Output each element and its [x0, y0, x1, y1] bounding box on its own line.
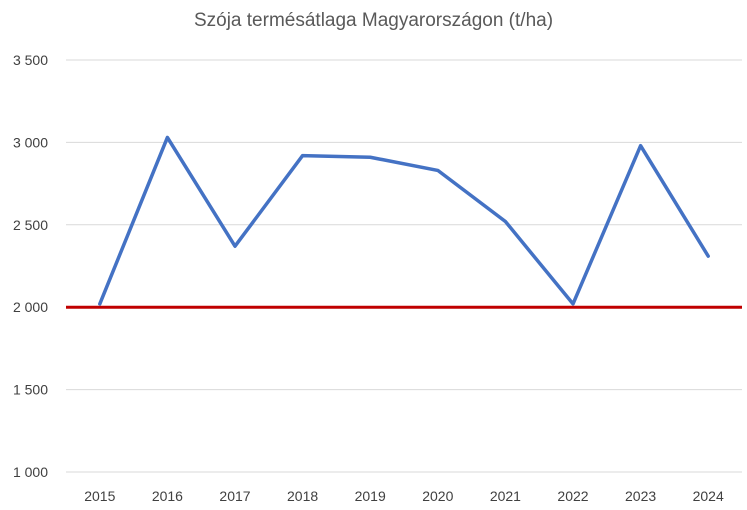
y-tick-label: 1 500	[13, 382, 48, 398]
chart-title: Szója termésátlaga Magyarországon (t/ha)	[193, 10, 554, 31]
y-tick-label: 1 000	[13, 464, 48, 480]
x-tick-label: 2020	[422, 488, 453, 504]
x-tick-label: 2015	[84, 488, 115, 504]
y-tick-label: 3 000	[13, 134, 48, 150]
y-tick-label: 3 500	[13, 52, 48, 68]
y-tick-label: 2 000	[13, 299, 48, 315]
x-tick-label: 2016	[152, 488, 183, 504]
y-tick-label: 2 500	[13, 217, 48, 233]
x-tick-label: 2021	[490, 488, 521, 504]
x-tick-label: 2023	[625, 488, 656, 504]
x-tick-label: 2024	[693, 488, 724, 504]
x-tick-label: 2017	[219, 488, 250, 504]
x-tick-label: 2018	[287, 488, 318, 504]
x-tick-label: 2022	[557, 488, 588, 504]
series-line	[98, 135, 710, 306]
x-tick-label: 2019	[355, 488, 386, 504]
